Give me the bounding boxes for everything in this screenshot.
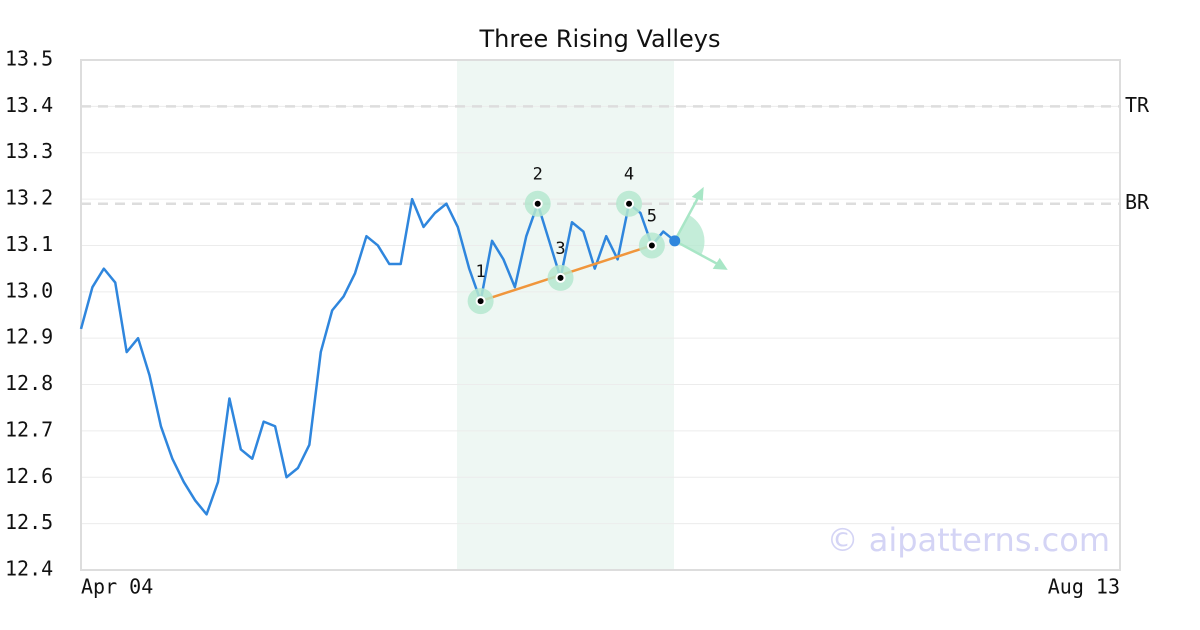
x-tick-label: Aug 13 bbox=[1048, 575, 1120, 599]
arrow-head bbox=[712, 257, 728, 270]
y-tick-label: 12.5 bbox=[5, 510, 53, 534]
y-tick-label: 12.8 bbox=[5, 371, 53, 395]
reference-label: TR bbox=[1125, 93, 1150, 117]
watermark: © aipatterns.com bbox=[827, 521, 1110, 559]
grid: 12.4 12.5 12.6 12.7 12.8 12.9 13.0 13.1 13.2 13.3… bbox=[5, 47, 1150, 599]
pattern-point bbox=[646, 240, 657, 251]
pattern-label: 4 bbox=[624, 165, 634, 185]
pattern-label: 3 bbox=[555, 239, 565, 259]
y-tick-label: 13.3 bbox=[5, 139, 53, 163]
reference-label: BR bbox=[1125, 190, 1150, 214]
projection-arrow bbox=[674, 239, 724, 268]
y-tick-label: 13.4 bbox=[5, 93, 53, 117]
y-tick-label: 13.2 bbox=[5, 186, 53, 210]
pattern-label: 5 bbox=[647, 206, 657, 226]
projection-wedge bbox=[674, 214, 705, 256]
x-tick-label: Apr 04 bbox=[81, 575, 153, 599]
marks: 1 2 3 4 5 bbox=[79, 165, 728, 516]
pattern-point bbox=[555, 272, 566, 283]
y-tick-label: 12.6 bbox=[5, 464, 53, 488]
y-tick-label: 12.4 bbox=[5, 557, 53, 581]
plot-frame bbox=[80, 59, 1121, 571]
projection-arrow bbox=[673, 192, 702, 242]
pattern-point bbox=[532, 198, 543, 209]
y-tick-label: 13.0 bbox=[5, 278, 53, 302]
pattern-point bbox=[475, 296, 486, 307]
pattern-point bbox=[624, 198, 635, 209]
y-tick-label: 13.5 bbox=[5, 47, 53, 71]
arrow-head bbox=[691, 186, 704, 201]
y-tick-label: 12.9 bbox=[5, 325, 53, 349]
last-point bbox=[669, 235, 681, 247]
y-tick-label: 12.7 bbox=[5, 417, 53, 441]
pattern-label: 2 bbox=[533, 165, 543, 185]
y-tick-label: 13.1 bbox=[5, 232, 53, 256]
price-line bbox=[79, 197, 676, 516]
pattern-label: 1 bbox=[475, 262, 485, 282]
chart-title: Three Rising Valleys bbox=[478, 25, 720, 53]
pattern-region bbox=[457, 61, 674, 569]
